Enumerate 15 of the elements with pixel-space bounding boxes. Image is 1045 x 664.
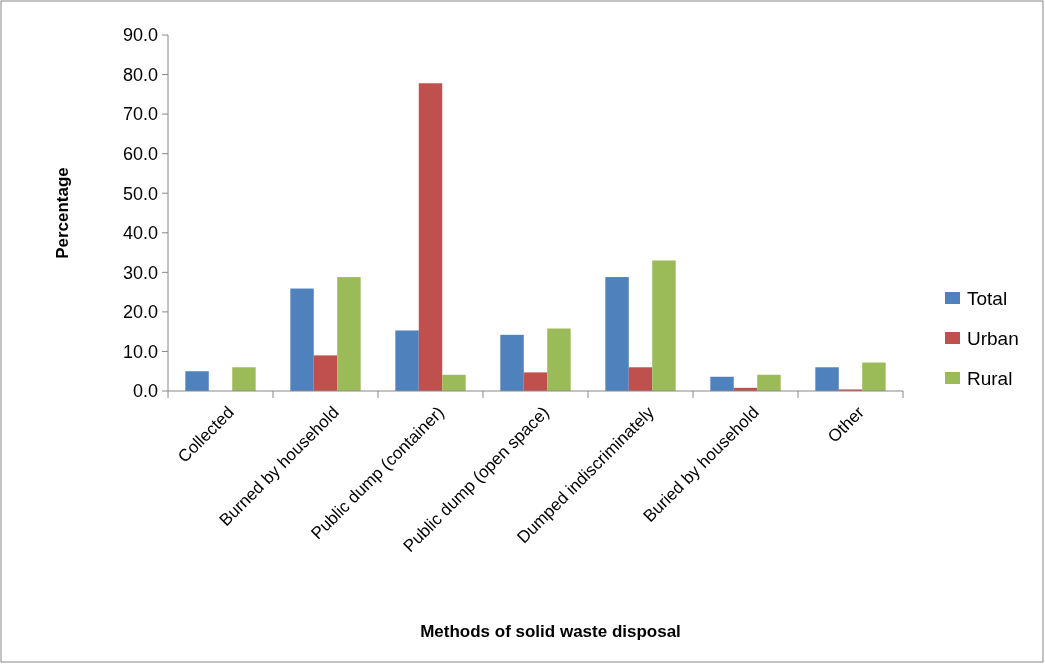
y-tick-label: 0.0	[132, 381, 158, 402]
y-tick-label: 30.0	[122, 262, 158, 283]
y-tick-label: 40.0	[122, 223, 158, 244]
y-tick-label: 20.0	[122, 302, 158, 323]
y-tick-label: 90.0	[122, 25, 158, 46]
y-tick-label: 80.0	[122, 64, 158, 85]
legend-label: Rural	[967, 367, 1013, 389]
y-tick-label: 70.0	[122, 104, 158, 125]
legend-label: Total	[967, 287, 1008, 309]
y-tick-label: 50.0	[122, 183, 158, 204]
y-tick-label: 60.0	[122, 143, 158, 164]
y-tick-label: 10.0	[122, 341, 158, 362]
legend-label: Urban	[967, 327, 1019, 349]
x-axis-title: Methods of solid waste disposal	[420, 622, 681, 641]
y-axis-title: Percentage	[53, 167, 72, 259]
